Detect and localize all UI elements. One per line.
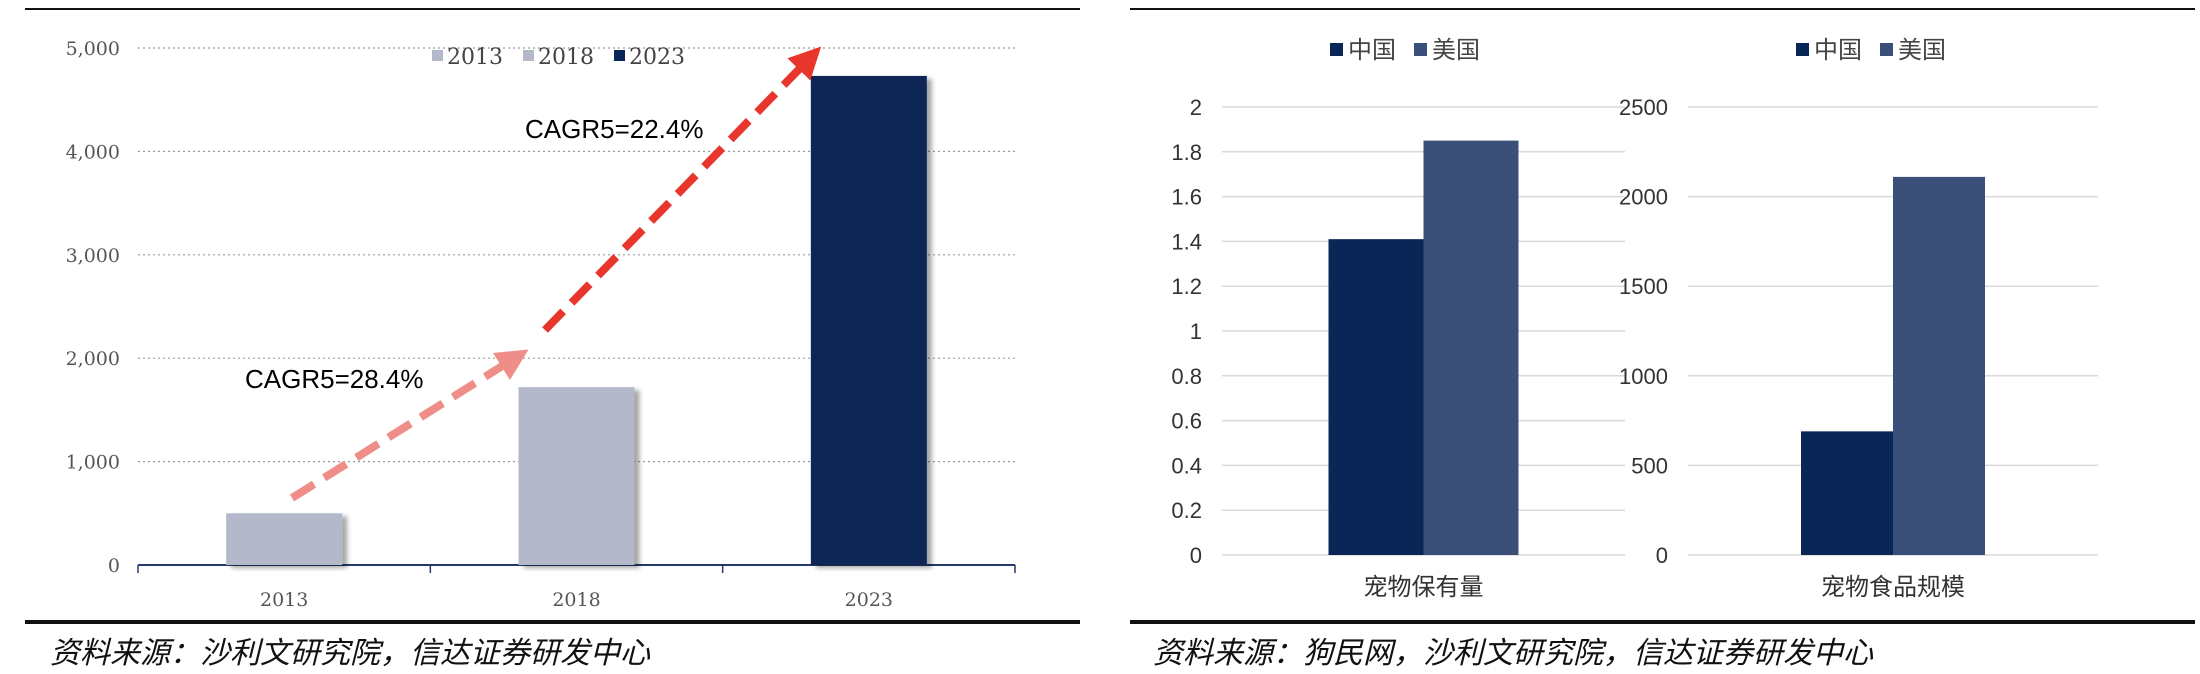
legend-label: 2023 [629,45,685,70]
y-tick-label: 5,000 [66,38,120,60]
y-tick-label: 1 [1190,319,1202,344]
bar-usa [1423,140,1519,555]
y-tick-label: 1000 [1619,364,1668,389]
bar-2023 [810,75,927,565]
x-tick-label: 宠物食品规模 [1821,573,1965,601]
legend-label: 中国 [1348,36,1396,64]
legend-swatch [523,50,534,61]
legend-swatch [1414,43,1427,56]
y-tick-label: 1.4 [1171,229,1202,254]
x-tick-label: 宠物保有量 [1364,573,1484,601]
x-tick-label: 2013 [260,589,308,611]
y-tick-label: 4,000 [66,141,120,163]
y-tick-label: 2 [1190,95,1202,120]
y-tick-label: 3,000 [66,245,120,267]
x-tick-label: 2018 [552,589,600,611]
cagr-label: CAGR5=22.4% [525,114,703,144]
y-tick-label: 500 [1631,453,1668,478]
legend-label: 美国 [1432,36,1480,64]
legend-label: 2013 [447,45,503,70]
legend-swatch [1880,43,1893,56]
y-tick-label: 0.8 [1171,364,1202,389]
y-tick-label: 0 [1656,543,1668,568]
y-tick-label: 1.8 [1171,140,1202,165]
cagr-arrow-2018-2023 [542,46,822,333]
cagr-label: CAGR5=28.4% [245,364,423,394]
bar-china [1801,431,1893,555]
x-tick-label: 2023 [845,589,893,611]
y-tick-label: 0.2 [1171,498,1202,523]
source-note: 资料来源：沙利文研究院，信达证券研发中心 [50,636,650,671]
right-figure-panel: 0 0.2 0.4 0.6 0.8 1 1.2 1.4 1.6 1.8 2 宠物保有量 中国 美国 0 500… [1110,0,2200,674]
y-tick-label: 1.2 [1171,274,1202,299]
y-tick-label: 0 [1190,543,1202,568]
y-tick-label: 0.6 [1171,409,1202,434]
y-tick-label: 1,000 [66,452,120,474]
bar-2018 [518,387,635,565]
y-tick-label: 2000 [1619,185,1668,210]
y-tick-label: 0.4 [1171,453,1202,478]
legend-label: 美国 [1898,36,1946,64]
bottom-rule [25,620,1080,624]
cagr-arrow-2013-2018 [289,349,529,502]
legend-swatch [1796,43,1809,56]
y-tick-label: 1.6 [1171,185,1202,210]
legend-label: 中国 [1814,36,1862,64]
y-tick-label: 2500 [1619,95,1668,120]
top-rule [25,8,1080,10]
left-figure-panel: 0 1,000 2,000 3,000 4,000 5,000 2013 2018 2023 20… [25,8,1080,671]
legend-swatch [432,50,443,61]
bar-2013 [226,513,343,565]
comparison-bar-charts: 0 0.2 0.4 0.6 0.8 1 1.2 1.4 1.6 1.8 2 宠物保有量 中国 美国 0 500… [1171,36,2098,601]
bottom-rule [1130,620,2195,624]
y-tick-label: 2,000 [66,348,120,370]
bar-usa [1893,176,1985,555]
top-rule [1130,8,2195,10]
y-tick-label: 0 [108,555,120,577]
legend-swatch [614,50,625,61]
bar-china [1328,239,1424,555]
legend-swatch [1330,43,1343,56]
growth-bar-chart: 0 1,000 2,000 3,000 4,000 5,000 2013 2018 2023 20… [66,38,1016,611]
source-note: 资料来源：狗民网，沙利文研究院，信达证券研发中心 [1153,636,1873,671]
y-tick-label: 1500 [1619,274,1668,299]
legend-label: 2018 [538,45,594,70]
